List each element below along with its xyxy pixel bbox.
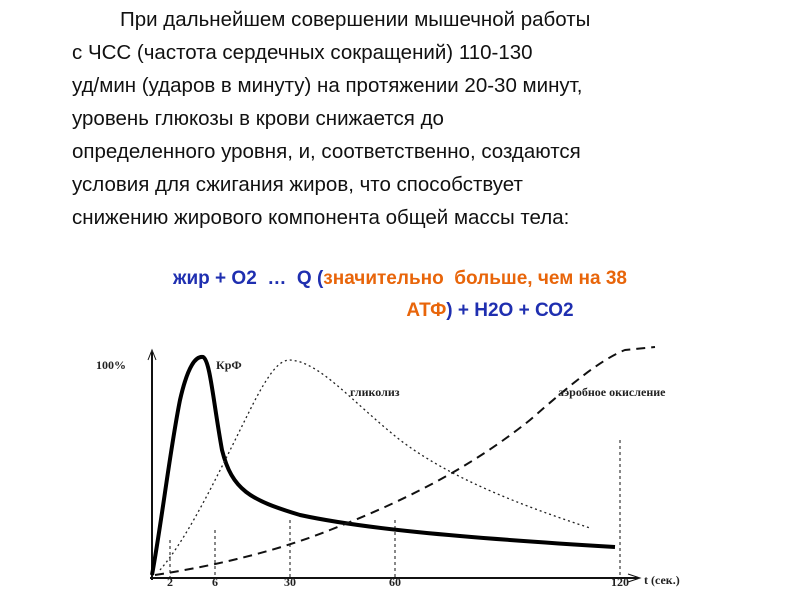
curve-label: аэробное окисление (558, 385, 666, 399)
formula-line: жир + О2 … Q (значительно больше, чем на… (0, 268, 800, 290)
axes (147, 348, 642, 583)
x-label: t (сек.) (644, 573, 680, 587)
text-line: определенного уровня, и, соответственно,… (72, 140, 581, 163)
formula-part: жир + О2 … Q ( (173, 268, 324, 289)
x-tick-label: 6 (212, 575, 218, 589)
curve-label: КрФ (216, 358, 242, 372)
curve-label: гликолиз (350, 385, 400, 399)
text-line: снижению жирового компонента общей массы… (72, 206, 570, 229)
text-line: уровень глюкозы в крови снижается до (72, 107, 444, 130)
text-line: условия для сжигания жиров, что способст… (72, 173, 523, 196)
y-label: 100% (96, 358, 126, 372)
text-line: При дальнейшем совершении мышечной работ… (120, 8, 591, 31)
x-tick-label: 2 (167, 575, 173, 589)
x-arrow (627, 573, 642, 583)
formula-line: АТФ) + Н2О + СО2 (90, 300, 800, 322)
formula-part: значительно больше, чем на 38 (323, 268, 627, 289)
x-tick-label: 30 (284, 575, 296, 589)
x-tick-label: 120 (611, 575, 629, 589)
krf-curve (150, 354, 616, 576)
formula-part: АТФ (406, 300, 447, 321)
text-line: уд/мин (ударов в минуту) на протяжении 2… (72, 74, 583, 97)
aerobic-curve (154, 346, 656, 576)
formula-part: ) + Н2О + СО2 (446, 300, 574, 321)
x-tick-label: 60 (389, 575, 401, 589)
text-line: с ЧСС (частота сердечных сокращений) 110… (72, 41, 533, 64)
tick-guides (169, 440, 621, 578)
y-arrow (147, 348, 157, 361)
